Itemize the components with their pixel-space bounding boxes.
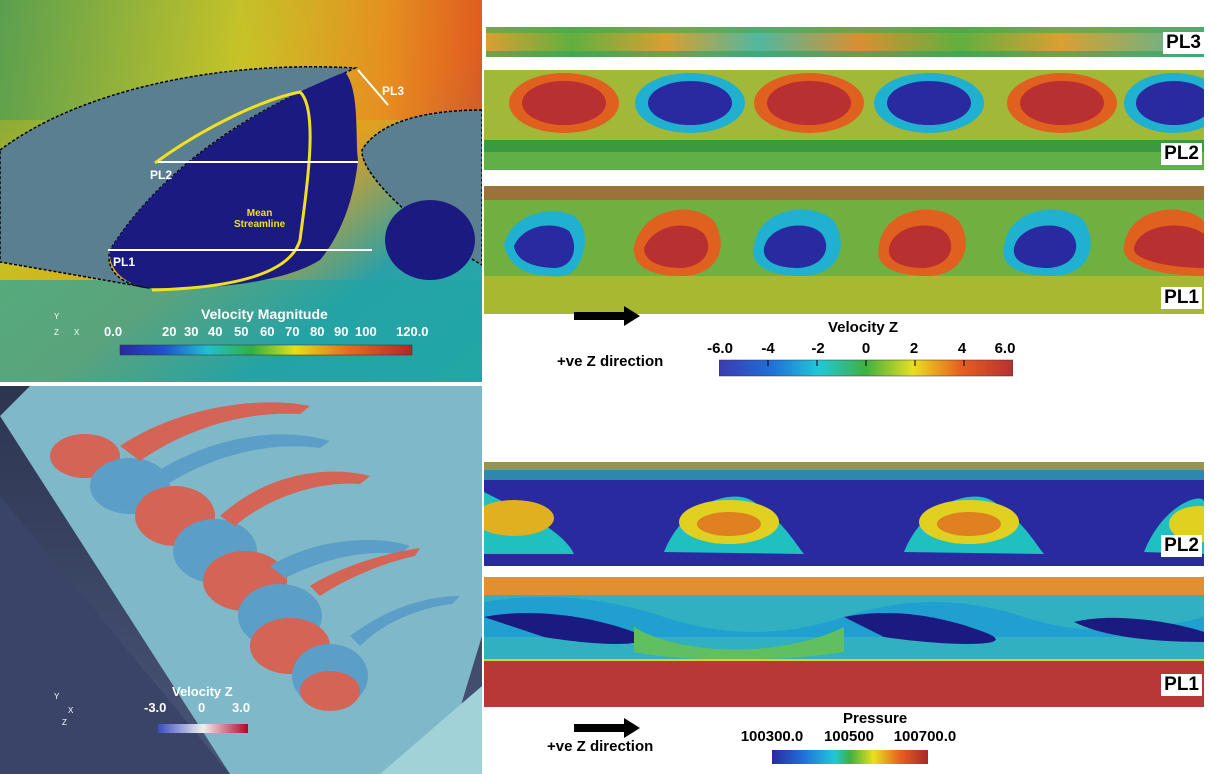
- arrow-right-icon: [574, 718, 640, 738]
- velocity-magnitude-contour-panel: PL3 PL2 PL1 Mean Streamline Y Z X Veloci…: [0, 0, 482, 382]
- pressure-tick-2: 100700.0: [893, 728, 957, 745]
- vm-tick-5: 60: [260, 324, 275, 339]
- vm-tick-6: 70: [285, 324, 300, 339]
- velocity-z-isosurface-plot: [0, 386, 482, 774]
- vz3d-tick-1: 0: [198, 700, 206, 715]
- strip-label-pl2: PL2: [1161, 143, 1202, 165]
- mean-streamline-curve: [151, 90, 312, 292]
- pressure-strip-pl2: PL2: [484, 462, 1204, 566]
- axis-x-label-3d: X: [68, 706, 74, 715]
- velocity-magnitude-colorbar-title: Velocity Magnitude: [201, 306, 328, 322]
- velocity-z-strip-pl3-field: [486, 27, 1204, 57]
- arrow-right-icon: [574, 306, 640, 326]
- vm-tick-8: 90: [334, 324, 349, 339]
- vz-tick-4: 2: [909, 340, 919, 357]
- vm-tick-9: 100: [355, 324, 377, 339]
- vz-tick-6: 6.0: [994, 340, 1016, 357]
- velocity-z-strip-pl2: PL2: [484, 70, 1204, 170]
- velocity-z-strip-pl2-field: [484, 70, 1204, 170]
- vm-tick-2: 30: [184, 324, 199, 339]
- vm-tick-7: 80: [310, 324, 325, 339]
- vz3d-tick-0: -3.0: [144, 700, 167, 715]
- pressure-strip-pl1-field: [484, 577, 1204, 707]
- velocity-z-strip-pl1: PL1: [484, 186, 1204, 314]
- vz-tick-0: -6.0: [707, 340, 733, 357]
- streamline-label-line1: Mean: [246, 208, 273, 219]
- velocity-z-colorbar: [719, 359, 1013, 377]
- pressure-strip-pl1: PL1: [484, 577, 1204, 707]
- axis-z-label-3d: Z: [62, 718, 67, 727]
- velocity-z-isosurface-panel: Velocity Z -3.0 0 3.0 Y X Z: [0, 386, 482, 774]
- plane-label-pl1: PL1: [113, 255, 136, 269]
- plane-label-pl2: PL2: [150, 168, 173, 182]
- vz-tick-3: 0: [861, 340, 871, 357]
- axis-x-label: X: [74, 328, 80, 337]
- mean-streamline-label: Mean Streamline: [234, 208, 285, 230]
- velocity-z-strip-pl1-field: [484, 186, 1204, 314]
- pressure-tick-1: 100500: [823, 728, 875, 745]
- strip-label-pl3: PL3: [1163, 32, 1204, 54]
- strip-label-pl1: PL1: [1161, 287, 1202, 309]
- vz-tick-1: -4: [761, 340, 775, 357]
- z-direction-label-top: +ve Z direction: [557, 353, 664, 370]
- z-direction-label-bottom: +ve Z direction: [547, 738, 654, 755]
- pressure-label-pl2: PL2: [1161, 535, 1202, 557]
- velocity-z-3d-colorbar-title: Velocity Z: [172, 684, 233, 699]
- plane-label-pl3: PL3: [382, 84, 405, 98]
- vm-tick-1: 20: [162, 324, 177, 339]
- axis-y-label: Y: [54, 312, 60, 321]
- pressure-tick-0: 100300.0: [740, 728, 804, 745]
- axis-y-label-3d: Y: [54, 692, 60, 701]
- vm-tick-3: 40: [208, 324, 223, 339]
- velocity-z-strip-pl3: PL3: [486, 27, 1204, 57]
- pressure-colorbar-title: Pressure: [843, 710, 908, 727]
- vm-tick-4: 50: [234, 324, 249, 339]
- vm-tick-10: 120.0: [396, 324, 429, 339]
- vz-tick-5: 4: [957, 340, 967, 357]
- vm-tick-0: 0.0: [104, 324, 123, 339]
- pressure-strip-pl2-field: [484, 462, 1204, 566]
- axis-z-label: Z: [54, 328, 59, 337]
- vz3d-tick-2: 3.0: [232, 700, 251, 715]
- velocity-z-colorbar-title: Velocity Z: [828, 319, 899, 336]
- velocity-magnitude-contour-plot: [0, 0, 482, 382]
- vz-tick-2: -2: [811, 340, 825, 357]
- streamline-label-line2: Streamline: [234, 219, 286, 230]
- pressure-colorbar: [772, 750, 928, 764]
- pressure-label-pl1: PL1: [1161, 674, 1202, 696]
